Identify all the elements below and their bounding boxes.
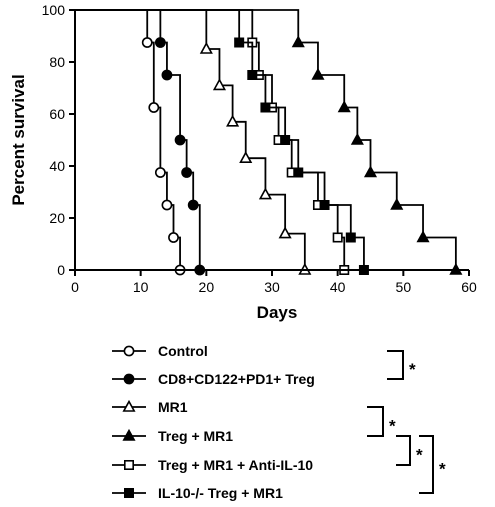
series-2-point-4 bbox=[181, 167, 193, 178]
legend-label-2: CD8+CD122+PD1+ Treg bbox=[158, 371, 315, 387]
x-axis-title: Days bbox=[257, 303, 298, 322]
bracket-3: * bbox=[396, 435, 423, 466]
plot-area bbox=[75, 9, 463, 276]
series-4-point-3 bbox=[337, 100, 351, 113]
series-3-point-4 bbox=[239, 151, 253, 163]
x-tick-label-60: 60 bbox=[461, 279, 477, 295]
series-2-point-2 bbox=[161, 69, 173, 81]
x-tick-label-30: 30 bbox=[264, 279, 280, 295]
series-4-point-7 bbox=[416, 230, 430, 243]
x-tick-label-20: 20 bbox=[199, 279, 215, 295]
legend-label-5: Treg + MR1 + Anti-IL-10 bbox=[158, 457, 313, 473]
series-4 bbox=[75, 9, 463, 275]
series-3-line bbox=[75, 9, 306, 270]
series-6 bbox=[75, 9, 369, 275]
series-1-point-4 bbox=[161, 199, 173, 211]
series-6-point-4 bbox=[280, 135, 291, 146]
significance-star-4: * bbox=[439, 460, 446, 479]
legend-label-1: Control bbox=[158, 343, 208, 359]
series-2-point-3 bbox=[174, 134, 186, 146]
legend-item-1: Control bbox=[112, 343, 208, 359]
bracket-1: * bbox=[387, 350, 416, 380]
series-4-point-4 bbox=[350, 132, 364, 145]
x-tick-label-40: 40 bbox=[330, 279, 346, 295]
y-tick-label-40: 40 bbox=[49, 158, 65, 174]
x-tick-label-10: 10 bbox=[133, 279, 149, 295]
series-1-point-2 bbox=[148, 102, 160, 113]
bracket-line-1 bbox=[387, 350, 404, 380]
series-6-point-3 bbox=[260, 102, 271, 113]
series-3-point-3 bbox=[226, 114, 240, 127]
bracket-line-2 bbox=[367, 406, 384, 437]
bracket-4: * bbox=[419, 435, 446, 494]
series-4-point-5 bbox=[363, 165, 378, 178]
series-1-point-1 bbox=[141, 37, 153, 48]
series-6-point-2 bbox=[247, 70, 258, 81]
series-6-point-6 bbox=[319, 200, 330, 211]
y-tick-label-20: 20 bbox=[49, 210, 65, 226]
series-3-point-1 bbox=[199, 41, 213, 54]
y-tick-label-100: 100 bbox=[42, 2, 66, 18]
series-1-point-5 bbox=[168, 232, 179, 243]
x-tick-label-50: 50 bbox=[396, 279, 412, 295]
series-4-point-1 bbox=[291, 35, 305, 48]
legend-item-3: MR1 bbox=[112, 399, 188, 415]
series-4-point-6 bbox=[390, 197, 404, 210]
legend-marker-1 bbox=[123, 345, 135, 357]
significance-star-2: * bbox=[389, 417, 396, 436]
legend-label-6: IL-10-/- Treg + MR1 bbox=[158, 485, 283, 501]
series-2-point-1 bbox=[154, 37, 166, 48]
legend-marker-6 bbox=[124, 487, 135, 498]
y-tick-label-60: 60 bbox=[49, 106, 65, 122]
series-1-point-3 bbox=[154, 167, 166, 178]
legend-marker-2 bbox=[123, 373, 135, 385]
legend-item-2: CD8+CD122+PD1+ Treg bbox=[112, 371, 315, 387]
series-4-line bbox=[75, 9, 457, 270]
legend: Control CD8+CD122+PD1+ Treg MR1 Treg + MR1 T… bbox=[112, 343, 315, 501]
series-6-point-7 bbox=[345, 232, 356, 243]
series-1-line bbox=[75, 9, 181, 270]
bracket-line-4 bbox=[419, 435, 434, 494]
legend-marker-3 bbox=[122, 399, 136, 412]
series-4-point-2 bbox=[311, 67, 325, 80]
legend-item-4: Treg + MR1 bbox=[112, 428, 233, 444]
series-2-point-5 bbox=[187, 199, 199, 211]
series-3-point-5 bbox=[258, 187, 272, 200]
significance-star-3: * bbox=[416, 446, 423, 465]
x-tick-label-0: 0 bbox=[71, 279, 79, 295]
series-1 bbox=[75, 9, 186, 276]
y-tick-label-80: 80 bbox=[49, 54, 65, 70]
series-2 bbox=[75, 9, 206, 276]
significance-brackets: * * * * bbox=[367, 350, 446, 494]
series-3-point-2 bbox=[212, 78, 227, 91]
bracket-2: * bbox=[367, 406, 396, 437]
series-5-point-7 bbox=[332, 232, 343, 243]
bracket-line-3 bbox=[396, 435, 411, 466]
significance-star-1: * bbox=[409, 360, 416, 379]
series-6-point-5 bbox=[293, 167, 304, 178]
legend-label-4: Treg + MR1 bbox=[158, 428, 233, 444]
axes: 0 10 20 30 40 50 60 0 20 40 60 80 100 bbox=[42, 2, 477, 295]
legend-item-6: IL-10-/- Treg + MR1 bbox=[112, 485, 283, 501]
series-3-point-6 bbox=[278, 226, 292, 239]
legend-marker-4 bbox=[122, 428, 136, 441]
legend-label-3: MR1 bbox=[158, 399, 188, 415]
y-tick-label-0: 0 bbox=[57, 262, 65, 278]
series-6-point-1 bbox=[234, 37, 245, 48]
legend-marker-5 bbox=[124, 459, 135, 470]
y-axis-title: Percent survival bbox=[9, 74, 28, 205]
legend-item-5: Treg + MR1 + Anti-IL-10 bbox=[112, 457, 313, 473]
